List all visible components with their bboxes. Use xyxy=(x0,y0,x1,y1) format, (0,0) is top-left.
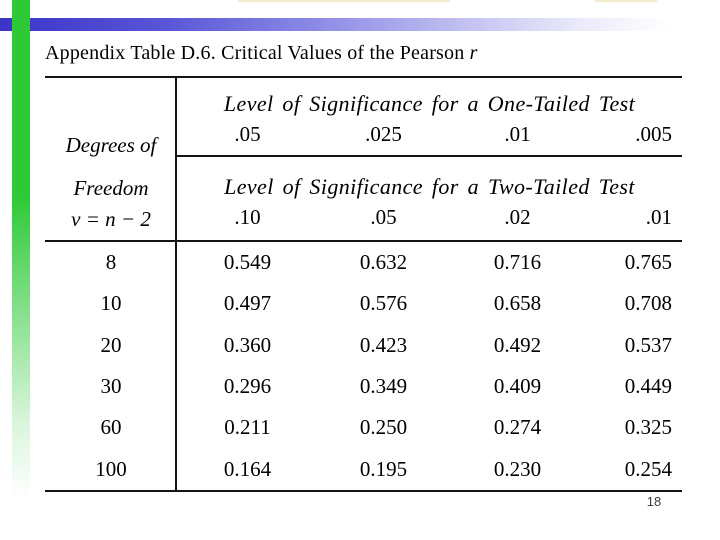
significance-level: .02 xyxy=(504,205,531,229)
top-accent-line xyxy=(595,0,657,2)
table-header: Degrees of Freedom ν = n − 2 Level of Si… xyxy=(45,78,682,242)
value-cell: 0.360 xyxy=(223,332,272,357)
value-cell: 0.765 xyxy=(624,250,672,275)
df-cell: 100 xyxy=(95,456,127,481)
table-row: 10 0.497 0.576 0.658 0.708 xyxy=(45,283,682,324)
df-cell: 10 xyxy=(100,291,122,316)
table-row: 20 0.360 0.423 0.492 0.537 xyxy=(45,325,682,366)
table-row: 100 0.164 0.195 0.230 0.254 xyxy=(45,449,682,490)
value-cell: 0.576 xyxy=(359,291,408,316)
one-tailed-header: Level of Significance for a One-Tailed T… xyxy=(223,91,636,116)
one-tailed-section: Level of Significance for a One-Tailed T… xyxy=(177,78,682,157)
critical-values-table: Degrees of Freedom ν = n − 2 Level of Si… xyxy=(45,76,682,492)
two-tailed-section: Level of Significance for a Two-Tailed T… xyxy=(177,157,682,240)
value-cell: 0.632 xyxy=(359,250,408,275)
two-tailed-levels: .10 .05 .02 .01 xyxy=(177,202,682,232)
value-cell: 0.423 xyxy=(359,332,408,357)
table-row: 60 0.211 0.250 0.274 0.325 xyxy=(45,407,682,448)
table-column-divider xyxy=(175,78,177,490)
value-cell: 0.497 xyxy=(223,291,272,316)
value-cell: 0.549 xyxy=(223,250,272,275)
title-emphasis: r xyxy=(469,42,478,64)
value-cell: 0.211 xyxy=(224,415,271,440)
df-cell: 8 xyxy=(105,250,117,275)
value-cell: 0.325 xyxy=(624,415,672,440)
table-row: 30 0.296 0.349 0.409 0.449 xyxy=(45,366,682,407)
df-header-line: Freedom xyxy=(73,176,149,200)
value-cell: 0.449 xyxy=(624,374,672,399)
significance-level: .01 xyxy=(504,122,531,146)
df-cell: 20 xyxy=(100,332,122,357)
table-row: 8 0.549 0.632 0.716 0.765 xyxy=(45,242,682,283)
value-cell: 0.708 xyxy=(624,291,672,316)
two-tailed-header: Level of Significance for a Two-Tailed T… xyxy=(224,174,635,199)
value-cell: 0.658 xyxy=(493,291,542,316)
page-number: 18 xyxy=(646,494,662,509)
value-cell: 0.296 xyxy=(223,374,272,399)
significance-header-zone: Level of Significance for a One-Tailed T… xyxy=(177,78,682,240)
degrees-of-freedom-header: Degrees of Freedom ν = n − 2 xyxy=(45,78,177,240)
one-tailed-levels: .05 .025 .01 .005 xyxy=(177,119,682,149)
df-header-line: Degrees of xyxy=(65,133,157,157)
value-cell: 0.409 xyxy=(493,374,542,399)
top-accent-line xyxy=(238,0,450,2)
horizontal-accent-bar xyxy=(0,18,720,31)
significance-level: .05 xyxy=(234,122,261,146)
value-cell: 0.349 xyxy=(359,374,408,399)
value-cell: 0.164 xyxy=(223,456,272,481)
table-body: 8 0.549 0.632 0.716 0.765 10 0.497 0.576… xyxy=(45,242,682,490)
significance-level: .05 xyxy=(370,205,397,229)
value-cell: 0.274 xyxy=(493,415,542,440)
significance-level: .10 xyxy=(234,205,261,229)
significance-level: .005 xyxy=(635,122,672,146)
slide-title: Appendix Table D.6. Critical Values of t… xyxy=(45,42,478,65)
title-text: Appendix Table D.6. Critical Values of t… xyxy=(45,42,470,64)
value-cell: 0.254 xyxy=(624,456,672,481)
significance-level: .025 xyxy=(365,122,402,146)
df-cell: 30 xyxy=(100,374,122,399)
value-cell: 0.250 xyxy=(359,415,408,440)
value-cell: 0.716 xyxy=(493,250,542,275)
df-cell: 60 xyxy=(100,415,122,440)
value-cell: 0.230 xyxy=(493,456,542,481)
df-header-line: ν = n − 2 xyxy=(71,207,151,231)
significance-level: .01 xyxy=(645,205,672,229)
value-cell: 0.195 xyxy=(359,456,408,481)
value-cell: 0.537 xyxy=(624,332,672,357)
vertical-accent-bar xyxy=(12,0,30,515)
value-cell: 0.492 xyxy=(493,332,542,357)
